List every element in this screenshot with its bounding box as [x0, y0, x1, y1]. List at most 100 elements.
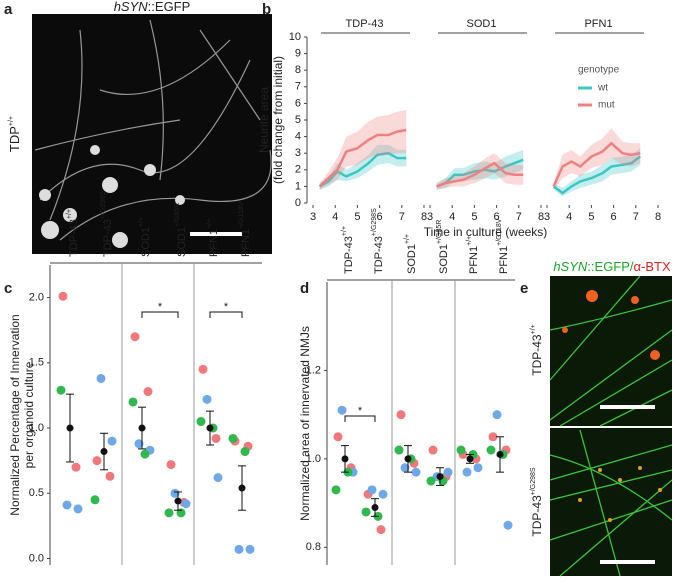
label-base: TDP-43 — [343, 236, 355, 274]
data-point — [337, 405, 347, 415]
x-tick-label: 8 — [655, 211, 661, 223]
row-label: TDP+/+ — [7, 116, 22, 152]
data-point — [488, 432, 498, 442]
significance-label: * — [158, 301, 163, 313]
band — [553, 128, 641, 190]
data-point — [473, 463, 483, 473]
data-point — [143, 387, 153, 397]
band — [319, 110, 407, 190]
data-point — [228, 433, 238, 443]
data-point — [140, 449, 150, 459]
data-point — [196, 417, 206, 427]
mean-point — [174, 497, 182, 505]
mean-point — [496, 450, 504, 458]
label-sup: +/G118V — [496, 218, 503, 246]
subplot-title: PFN1 — [584, 18, 612, 30]
x-tick-label: 5 — [354, 211, 360, 223]
label-sup: +/+ — [530, 324, 537, 334]
data-point — [240, 447, 250, 457]
data-point — [394, 445, 404, 455]
data-point — [378, 489, 388, 499]
y-tick-label: 4 — [295, 131, 301, 143]
label-base: SOD1 — [140, 227, 152, 257]
x-tick-label: 7 — [633, 211, 639, 223]
y-tick-label: 0.0 — [29, 552, 44, 564]
data-point — [211, 433, 221, 443]
data-point — [164, 508, 174, 518]
data-point — [213, 473, 223, 483]
y-tick-label: 3 — [295, 147, 301, 159]
significance-bracket — [344, 415, 376, 422]
x-tick-label: 6 — [494, 211, 500, 223]
title-part: ::EGFP/ — [587, 259, 634, 274]
y-tick-label: 8 — [295, 64, 301, 76]
panel-label: a — [4, 1, 13, 18]
mean-point — [138, 424, 146, 432]
label-base: TDP-43 — [530, 334, 544, 376]
label-base: SOD1 — [176, 227, 188, 257]
y-axis-label: Normalized Percentage of Innervation — [8, 314, 22, 515]
label-sup: +/+ — [341, 226, 348, 236]
significance-label: * — [224, 301, 229, 313]
mean-point — [238, 484, 246, 492]
row-label: TDP-43+/+ — [530, 324, 544, 375]
title-part: hSYN — [114, 0, 149, 14]
data-point — [492, 410, 502, 420]
x-tick-label: 3 — [544, 211, 550, 223]
data-point — [456, 445, 466, 455]
data-point — [367, 485, 377, 495]
data-point — [134, 439, 144, 449]
data-point — [376, 525, 386, 535]
label-sup: +/+ — [138, 217, 145, 227]
y-axis-label: (fold change from initial) — [271, 56, 285, 184]
significance-bracket — [209, 311, 243, 318]
title-part: α-BTX — [634, 259, 671, 274]
panel-label: d — [300, 280, 309, 297]
data-point — [396, 410, 406, 420]
label-base: TDP-43 — [68, 219, 80, 257]
line — [319, 151, 407, 188]
label-base: TDP — [7, 126, 22, 152]
line — [552, 155, 641, 195]
data-point — [58, 291, 68, 301]
label-sup: +/+ — [66, 209, 73, 219]
label-sup: +/G298S — [530, 467, 537, 495]
category-label: TDP-43+/+ — [66, 209, 80, 257]
label-sup: +/+ — [8, 116, 15, 126]
x-tick-label: 8 — [538, 211, 544, 223]
label-base: PFN1 — [468, 246, 480, 274]
data-point — [361, 507, 371, 517]
significance-label: * — [358, 405, 363, 417]
y-tick-label: 1.5 — [29, 357, 44, 369]
data-point — [245, 544, 255, 554]
y-tick-label: 2.0 — [29, 292, 44, 304]
label-base: PFN1 — [208, 229, 220, 257]
data-point — [462, 467, 472, 477]
subplot-title: SOD1 — [467, 18, 497, 30]
x-tick-label: 6 — [611, 211, 617, 223]
data-point — [428, 445, 438, 455]
data-point — [96, 373, 106, 383]
data-point — [71, 462, 81, 472]
category-label: TDP-43+/G298S — [371, 208, 385, 274]
x-tick-label: 4 — [449, 211, 455, 223]
label-sup: +/G298S — [371, 208, 378, 236]
data-point — [105, 471, 115, 481]
line — [436, 161, 524, 188]
row-label: TDP-43+/G298S — [530, 467, 544, 537]
subplot-title: TDP-43 — [346, 18, 384, 30]
y-tick-label: 7 — [295, 81, 301, 93]
x-tick-label: 7 — [399, 211, 405, 223]
mean-point — [404, 455, 412, 463]
category-label: PFN1+/G118V — [238, 201, 252, 257]
label-base: SOD1 — [406, 244, 418, 274]
category-label: TDP-43+/G298S — [100, 191, 114, 257]
x-tick-label: 7 — [516, 211, 522, 223]
label-sup: +/G85R — [436, 220, 443, 244]
y-axis-label: per organoid culture — [22, 361, 36, 468]
x-tick-label: 4 — [566, 211, 572, 223]
y-tick-label: 2 — [295, 164, 301, 176]
data-point — [130, 332, 140, 342]
data-point — [90, 495, 100, 505]
y-tick-label: 10 — [289, 31, 301, 43]
